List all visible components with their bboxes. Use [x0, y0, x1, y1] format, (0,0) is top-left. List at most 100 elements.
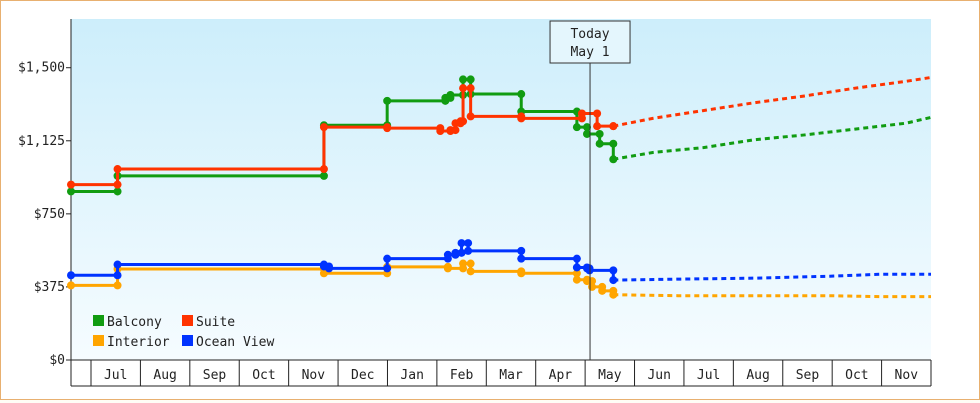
x-tick-label: Oct — [252, 368, 275, 383]
series-point — [383, 264, 392, 273]
series-point — [466, 259, 475, 268]
series-point — [446, 93, 455, 102]
series-point — [436, 124, 445, 133]
x-tick-label: May — [598, 368, 622, 383]
series-point — [466, 112, 475, 121]
series-point — [383, 96, 392, 105]
x-axis: Jul Aug Sep Oct Nov Dec Jan Feb Mar Apr May Jun Jul A… — [70, 359, 932, 387]
legend-label: Balcony — [107, 315, 162, 330]
y-tick-label: $0 — [49, 353, 65, 368]
series-point — [113, 180, 122, 189]
series-point — [443, 262, 452, 271]
x-tick-label: Sep — [203, 368, 227, 383]
series-point — [609, 266, 618, 275]
series-point — [598, 282, 607, 291]
y-tick-label: $375 — [34, 280, 65, 295]
series-point — [585, 264, 594, 273]
series-point — [319, 171, 328, 180]
legend-swatch — [182, 335, 193, 346]
legend-swatch — [93, 335, 104, 346]
series-point — [457, 239, 466, 248]
series-point — [67, 180, 75, 189]
today-date-label: May 1 — [570, 45, 609, 60]
series-point — [466, 75, 475, 84]
x-tick-label: Nov — [302, 368, 326, 383]
today-box — [549, 20, 631, 64]
legend-swatch — [182, 315, 193, 326]
x-tick-label: Jun — [647, 368, 670, 383]
x-tick-label: Aug — [746, 368, 769, 383]
legend-label: Interior — [107, 335, 170, 350]
series-point — [383, 254, 392, 263]
x-tick-label: Jul — [104, 368, 127, 383]
series-point — [459, 264, 468, 273]
series-point — [595, 139, 604, 148]
series-point — [595, 129, 604, 138]
series-point — [517, 90, 526, 99]
x-tick-label: Dec — [351, 368, 374, 383]
series-point — [609, 139, 618, 148]
y-tick-label: $1,125 — [18, 134, 65, 149]
series-point — [464, 239, 473, 248]
series-point — [319, 165, 328, 174]
x-tick-label: Jan — [400, 368, 423, 383]
legend-swatch — [93, 315, 104, 326]
today-marker: Today May 1 — [549, 20, 631, 360]
series-point — [464, 246, 473, 255]
series-forecast-line — [613, 115, 932, 161]
series-point — [457, 248, 466, 257]
series-point — [572, 123, 581, 132]
x-tick-label: Feb — [450, 368, 474, 383]
series-point — [325, 262, 333, 271]
x-tick-label: Sep — [796, 368, 820, 383]
series-forecast-line — [613, 75, 932, 128]
series-point — [583, 123, 591, 132]
series-point — [443, 254, 452, 263]
x-tick-label: Nov — [895, 368, 919, 383]
series-point — [451, 126, 460, 135]
series-point — [459, 84, 468, 93]
series-point — [459, 117, 468, 126]
series-point — [593, 122, 602, 131]
series-point — [583, 129, 591, 138]
series-point — [593, 109, 602, 118]
series-point — [113, 260, 122, 269]
y-tick-label: $1,500 — [18, 61, 65, 76]
series-point — [383, 123, 392, 132]
today-label: Today — [570, 27, 609, 42]
series-point — [113, 281, 122, 290]
y-axis: $0 $375 $750 $1,125 $1,500 — [18, 19, 72, 368]
plot-background — [71, 19, 931, 360]
legend-label: Ocean View — [196, 335, 274, 350]
legend: Balcony Suite Interior Ocean View — [93, 315, 274, 350]
series-point — [466, 84, 475, 93]
y-tick-label: $750 — [34, 207, 65, 222]
series-point — [577, 114, 586, 123]
series-point — [451, 250, 460, 259]
series-point — [466, 267, 475, 276]
series-point — [113, 187, 122, 196]
series-point — [588, 277, 597, 286]
series-point — [319, 123, 328, 132]
series-point — [517, 112, 526, 121]
series-point — [517, 254, 526, 263]
series-point — [113, 271, 122, 280]
legend-label: Suite — [196, 315, 235, 330]
series-point — [517, 267, 526, 276]
x-tick-label: Oct — [845, 368, 868, 383]
series-point — [67, 281, 75, 290]
series-point — [459, 75, 468, 84]
series-point — [572, 254, 581, 263]
series-point — [67, 187, 75, 196]
series-point — [517, 246, 526, 255]
series-point — [572, 269, 581, 278]
x-tick-label: Apr — [549, 368, 573, 383]
series-point — [609, 286, 618, 295]
series-point — [572, 263, 581, 272]
series-point — [113, 165, 122, 174]
series-point — [572, 275, 581, 284]
x-tick-label: Mar — [499, 368, 523, 383]
x-tick-label: Aug — [153, 368, 176, 383]
